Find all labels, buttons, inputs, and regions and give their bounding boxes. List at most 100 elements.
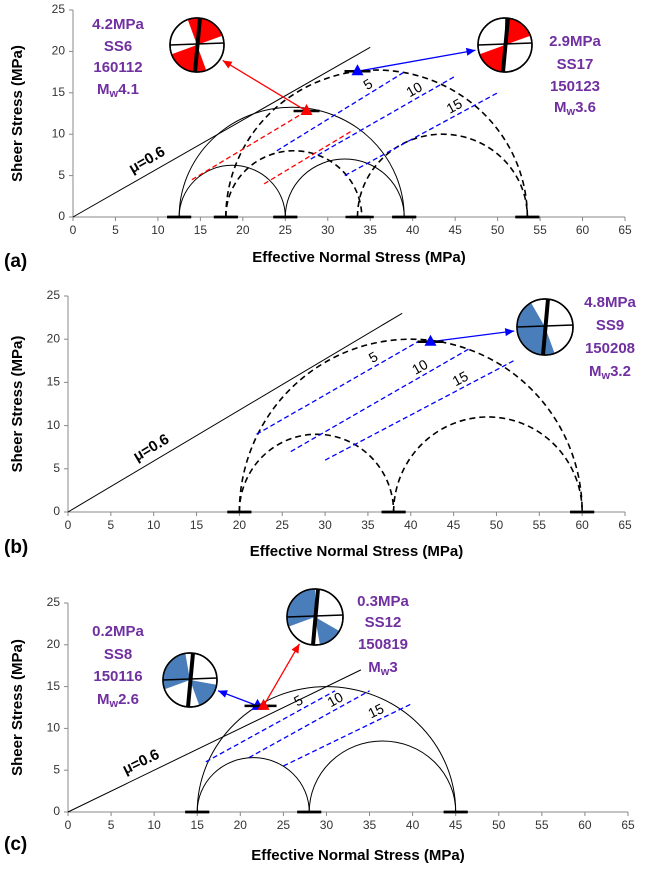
event-date: 160112	[93, 59, 142, 76]
arrow-head	[218, 690, 228, 698]
x-tick-label: 15	[191, 818, 205, 832]
mohr-circle	[196, 686, 457, 813]
shift-line	[248, 690, 370, 759]
event-name: SS6	[104, 38, 132, 55]
shift-label: 5	[291, 692, 306, 710]
shift-line	[205, 690, 336, 763]
mag-symbol: M	[554, 99, 567, 116]
panel-label: (a)	[4, 251, 27, 272]
shift-line	[191, 110, 307, 181]
beachball-rim	[169, 17, 225, 73]
event-point	[300, 104, 313, 116]
shift-line	[344, 92, 498, 177]
event-date: 150819	[358, 636, 408, 653]
y-tick-label: 10	[52, 126, 66, 140]
y-tick-label: 20	[47, 331, 61, 345]
x-tick-label: 20	[233, 518, 247, 532]
shift-label: 10	[409, 356, 431, 378]
arrow	[222, 59, 307, 112]
mag-symbol: M	[368, 659, 381, 676]
mag-value: 3.2	[610, 363, 631, 380]
nodal-plane	[193, 17, 202, 73]
x-tick-label: 5	[108, 818, 115, 832]
event-point	[257, 698, 270, 710]
mohr-circle	[178, 106, 405, 218]
event-date: 150208	[585, 340, 635, 357]
x-tick-label: 65	[618, 518, 632, 532]
shift-label: 15	[450, 368, 471, 390]
x-tick-label: 35	[361, 518, 375, 532]
x-tick-label: 45	[449, 818, 463, 832]
event-name: SS8	[104, 646, 132, 663]
x-tick-label: 35	[364, 223, 378, 237]
beachball-quadrant	[190, 680, 217, 706]
x-axis-title: Effective Normal Stress (MPa)	[252, 249, 465, 266]
mag-value: 3	[389, 659, 397, 676]
x-tick-label: 20	[234, 818, 248, 832]
shift-line	[290, 347, 472, 453]
event-magnitude: Mw4.1	[97, 81, 139, 100]
x-tick-label: 30	[321, 223, 335, 237]
nodal-plane	[516, 324, 574, 328]
x-tick-label: 45	[447, 518, 461, 532]
x-tick-label: 35	[363, 818, 377, 832]
x-tick-label: 5	[108, 518, 115, 532]
event-magnitude: Mw3	[368, 659, 397, 678]
beachball-rim	[286, 588, 344, 646]
event-pressure: 0.3MPa	[357, 593, 409, 610]
arrow	[263, 643, 301, 707]
mohr-circle	[225, 150, 363, 218]
beachball-quadrant	[479, 45, 505, 72]
event-pressure: 0.2MPa	[92, 623, 144, 640]
event-name: SS12	[365, 614, 402, 631]
shift-label: 15	[444, 95, 466, 117]
shift-line	[324, 360, 514, 461]
mohr-circle	[356, 133, 529, 218]
shift-line	[256, 340, 420, 435]
y-axis-title: Sheer Stress (MPa)	[9, 336, 26, 473]
event-name: SS17	[557, 56, 594, 73]
panel-label: (b)	[4, 537, 28, 558]
y-tick-label: 20	[52, 44, 66, 58]
x-tick-label: 30	[320, 818, 334, 832]
friction-label: μ=0.6	[130, 431, 172, 465]
shift-label: 5	[366, 348, 381, 366]
friction-label: μ=0.6	[120, 746, 162, 778]
y-tick-label: 5	[58, 168, 65, 182]
nodal-plane	[501, 17, 510, 73]
mag-sub: w	[601, 370, 611, 382]
x-tick-label: 50	[492, 818, 506, 832]
event-point	[424, 334, 437, 346]
nodal-plane	[477, 42, 533, 46]
mag-value: 3.6	[575, 99, 596, 116]
nodal-plane	[286, 614, 344, 618]
friction-line	[72, 46, 371, 218]
beachball-rim	[162, 652, 218, 708]
y-tick-label: 25	[47, 595, 61, 609]
nodal-plane	[162, 677, 218, 681]
mohr-circle	[392, 416, 583, 513]
y-tick-label: 5	[53, 762, 60, 776]
y-axis-title: Sheer Stress (MPa)	[9, 45, 26, 182]
y-tick-label: 20	[47, 637, 61, 651]
x-tick-label: 30	[318, 518, 332, 532]
x-tick-label: 10	[151, 223, 165, 237]
mohr-circle	[178, 164, 286, 218]
y-tick-label: 0	[53, 804, 60, 818]
x-tick-label: 0	[65, 518, 72, 532]
y-axis-title: Sheer Stress (MPa)	[9, 639, 26, 776]
x-tick-label: 55	[535, 818, 549, 832]
event-name: SS9	[596, 317, 624, 334]
x-tick-label: 50	[490, 518, 504, 532]
x-tick-label: 25	[277, 818, 291, 832]
x-tick-label: 0	[65, 818, 72, 832]
y-tick-label: 25	[52, 2, 66, 16]
x-tick-label: 55	[533, 223, 547, 237]
x-tick-label: 15	[190, 518, 204, 532]
x-tick-label: 60	[575, 518, 589, 532]
y-tick-label: 15	[52, 85, 66, 99]
mag-symbol: M	[589, 363, 602, 380]
x-tick-label: 65	[621, 818, 635, 832]
nodal-plane	[186, 652, 195, 708]
